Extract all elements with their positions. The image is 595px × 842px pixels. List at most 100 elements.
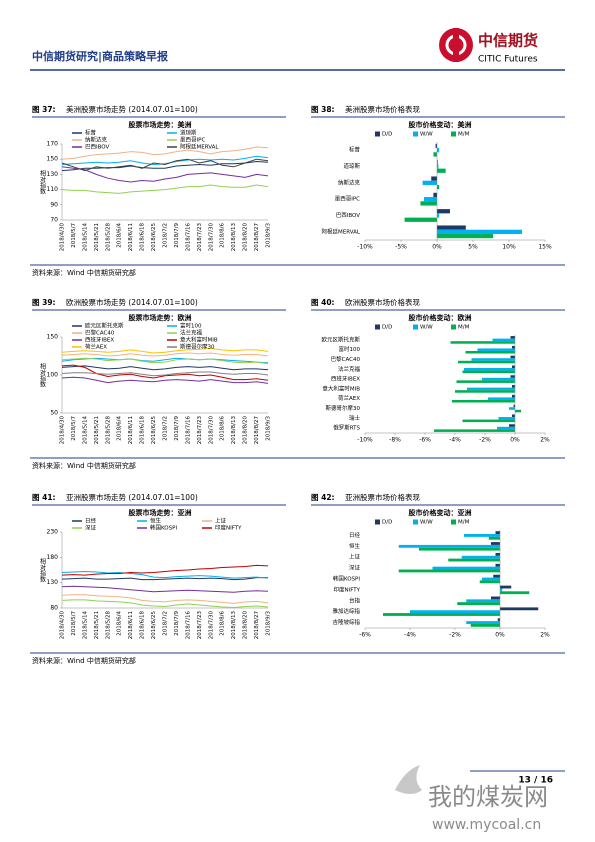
bar xyxy=(491,596,500,600)
x-tick-label: 2018/6/4 xyxy=(117,223,123,248)
x-tick-label: 2018/8/13 xyxy=(231,611,237,640)
bar xyxy=(437,229,522,234)
figure-label: 图 40: xyxy=(311,298,335,307)
bar xyxy=(424,197,437,202)
bar xyxy=(467,387,515,391)
x-tick-label: 2018/9/3 xyxy=(266,611,272,636)
bar xyxy=(448,558,500,562)
x-tick-label: -10% xyxy=(357,244,373,251)
bar xyxy=(420,201,437,206)
x-tick-label: 2018/7/30 xyxy=(208,416,214,445)
legend-label: 西班牙IBEX xyxy=(85,336,114,344)
category-label: 阿根廷MERVAL xyxy=(322,227,361,235)
category-label: 斯德哥尔摩30 xyxy=(326,404,361,412)
x-tick-label: 2018/5/28 xyxy=(105,416,111,445)
logo-cn: 中信期货 xyxy=(478,32,538,50)
bar xyxy=(433,192,437,198)
x-tick-label: -10% xyxy=(357,437,373,444)
figure-label: 图 42: xyxy=(311,493,335,502)
legend-swatch xyxy=(413,519,418,525)
bar xyxy=(488,536,500,540)
bar xyxy=(510,375,515,378)
legend-label: 标普 xyxy=(85,129,97,137)
bar xyxy=(431,176,437,181)
bar xyxy=(437,225,466,230)
category-label: 台指 xyxy=(349,596,361,604)
y-tick-label: 130 xyxy=(47,579,59,586)
bar xyxy=(491,542,500,545)
source: 资料来源：Wind 中信期货研究部 xyxy=(32,461,136,470)
y-tick-label: 90 xyxy=(50,201,58,208)
bar xyxy=(457,602,500,606)
legend-label: D/D xyxy=(382,132,392,138)
legend-label: 韩国KOSPI xyxy=(150,524,177,532)
series-line xyxy=(61,599,269,609)
bar xyxy=(462,419,515,423)
bar xyxy=(512,385,515,388)
x-tick-label: -8% xyxy=(389,437,401,444)
bar xyxy=(464,368,515,371)
category-label: 纳斯达克 xyxy=(338,178,361,186)
x-tick-label: 0% xyxy=(432,244,442,251)
legend-label: 法兰克福 xyxy=(180,329,203,337)
x-tick-label: 2018/7/30 xyxy=(208,223,214,252)
bar xyxy=(512,365,515,369)
bar xyxy=(458,360,515,364)
series-line xyxy=(61,585,269,593)
x-tick-label: 5% xyxy=(468,244,478,251)
y-tick-label: 150 xyxy=(47,156,59,163)
bar xyxy=(500,591,530,595)
x-tick-label: 10% xyxy=(502,244,516,251)
legend-label: M/M xyxy=(458,132,470,138)
bar xyxy=(470,623,500,627)
figure-title: 美洲股票市场走势 (2014.07.01=100) xyxy=(66,104,198,114)
series-line xyxy=(61,347,269,354)
legend-label: 荷兰AEX xyxy=(85,343,107,351)
source: 资料来源：Wind 中信期货研究部 xyxy=(32,268,136,277)
bar xyxy=(437,213,440,218)
category-label: 欧元区斯托克斯 xyxy=(321,335,360,343)
series-line xyxy=(61,371,269,377)
x-tick-label: 2018/5/7 xyxy=(71,611,77,636)
legend-label: 欧元区斯托克斯 xyxy=(85,322,124,330)
x-tick-label: 2018/8/13 xyxy=(231,223,237,252)
bar xyxy=(456,380,515,383)
bar xyxy=(437,184,440,190)
bar xyxy=(461,555,500,559)
x-tick-label: 2% xyxy=(540,437,550,444)
series-line xyxy=(61,577,268,581)
y-tick-label: 100 xyxy=(47,372,59,379)
category-label: 韩国KOSPI xyxy=(333,575,360,583)
x-tick-label: 2018/7/9 xyxy=(174,223,180,248)
x-tick-label: 2018/8/13 xyxy=(231,416,237,445)
x-tick-label: 2018/8/20 xyxy=(243,223,249,252)
x-tick-label: 2018/8/6 xyxy=(220,416,226,441)
x-tick-label: 2018/7/2 xyxy=(163,416,169,441)
x-tick-label: 2018/7/2 xyxy=(163,611,169,636)
series-line xyxy=(61,184,269,194)
x-tick-label: 2018/7/16 xyxy=(185,611,191,640)
figure-label: 图 41: xyxy=(32,493,56,502)
legend-label: 上证 xyxy=(215,517,227,525)
x-tick-label: 2018/6/4 xyxy=(117,611,123,636)
x-tick-label: 2018/5/21 xyxy=(94,416,100,444)
y-tick-label: 230 xyxy=(47,529,59,536)
legend-swatch xyxy=(451,324,456,330)
bar xyxy=(512,414,515,418)
x-tick-label: 2018/6/18 xyxy=(140,223,146,252)
legend-label: 深证 xyxy=(85,524,97,532)
y-tick-label: 70 xyxy=(50,217,58,224)
legend-label: 巴黎CAC40 xyxy=(85,329,115,337)
bar xyxy=(493,574,500,578)
bar xyxy=(471,358,515,361)
y-tick-label: 180 xyxy=(47,554,59,561)
bar xyxy=(452,399,515,403)
chart-title: 股市价格变动：美洲 xyxy=(408,120,472,129)
category-label: 印度NIFTY xyxy=(333,585,360,593)
x-tick-label: 2018/5/28 xyxy=(105,611,111,640)
bar xyxy=(398,544,500,548)
legend-label: 墨西哥IPC xyxy=(180,137,205,144)
bar xyxy=(410,610,500,614)
header-title: 中信期货研究|商品策略早报 xyxy=(32,49,169,63)
bar xyxy=(466,599,500,603)
